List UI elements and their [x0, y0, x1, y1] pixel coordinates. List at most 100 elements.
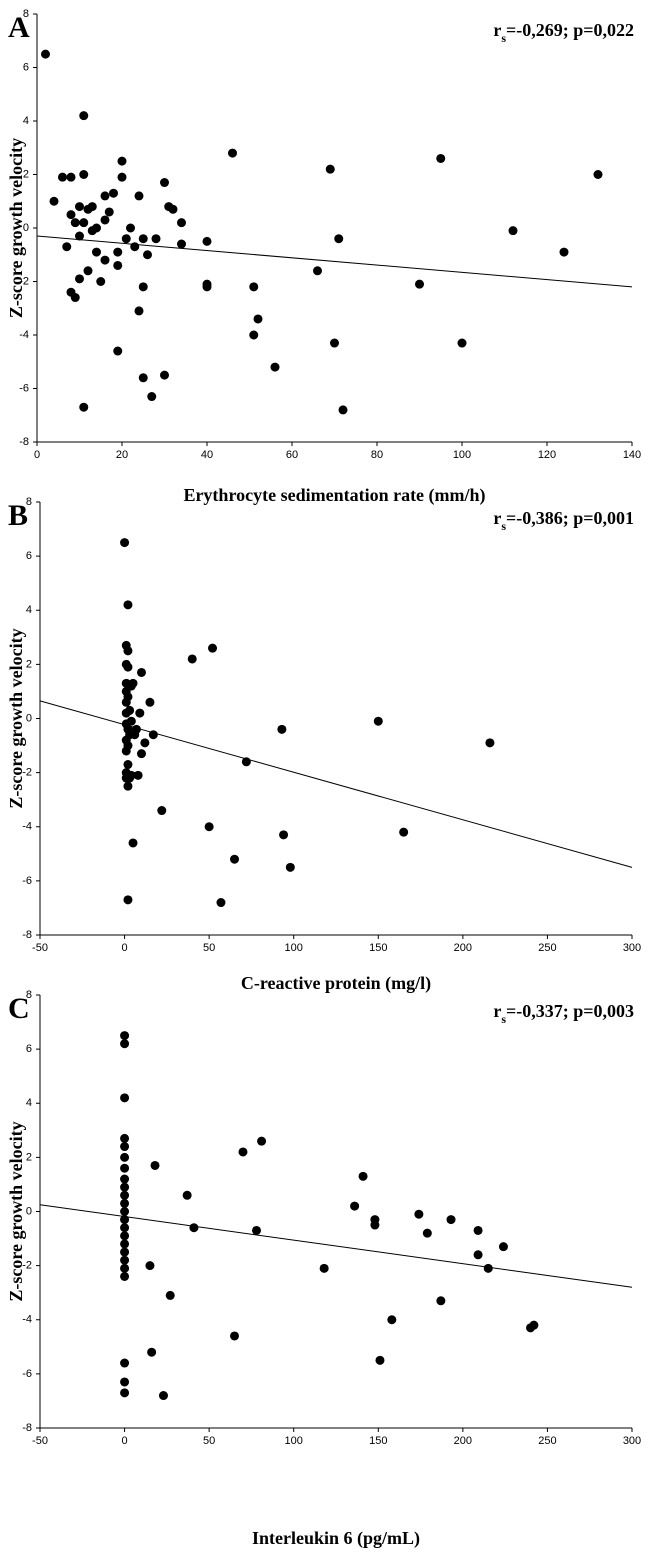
data-point: [100, 191, 110, 201]
data-point: [415, 279, 424, 289]
data-point: [216, 898, 226, 908]
data-point: [279, 830, 289, 840]
data-point: [120, 1223, 130, 1233]
annotation-sub: s: [501, 31, 506, 45]
data-point: [128, 678, 138, 688]
data-point: [123, 662, 133, 672]
data-point: [113, 346, 123, 356]
data-point: [128, 838, 138, 848]
panel-label: B: [8, 499, 28, 532]
data-point: [285, 862, 295, 872]
data-point: [113, 247, 123, 257]
y-tick-label: -8: [22, 1422, 32, 1434]
data-point: [120, 1190, 130, 1200]
x-tick-label: 150: [369, 1435, 387, 1447]
data-point: [177, 218, 186, 228]
data-point: [120, 1255, 130, 1265]
data-point: [473, 1225, 483, 1235]
y-tick-label: 0: [23, 222, 29, 234]
data-point: [187, 654, 197, 664]
data-point: [120, 1031, 130, 1041]
data-point: [120, 1207, 130, 1216]
data-point: [253, 314, 263, 324]
data-point: [593, 170, 603, 179]
data-point: [120, 1198, 130, 1208]
data-point: [373, 716, 383, 726]
data-point: [133, 770, 143, 780]
data-point: [157, 806, 167, 816]
data-point: [358, 1171, 368, 1181]
data-point: [145, 697, 155, 707]
data-point: [41, 49, 50, 59]
data-point: [70, 218, 80, 228]
x-tick-label: 100: [285, 942, 303, 954]
data-point: [446, 1215, 456, 1225]
x-tick-label: 20: [116, 449, 128, 461]
data-point: [120, 1163, 130, 1173]
data-point: [136, 667, 146, 677]
data-point: [126, 770, 136, 780]
y-tick-label: 2: [26, 1151, 32, 1163]
data-point: [126, 223, 135, 233]
data-point: [123, 741, 133, 751]
data-point: [457, 338, 467, 348]
data-point: [436, 153, 446, 163]
x-tick-label: 300: [623, 1435, 641, 1447]
data-point: [120, 1388, 130, 1398]
y-tick-label: -2: [22, 1260, 32, 1272]
data-point: [120, 1358, 130, 1368]
data-point: [241, 757, 251, 767]
data-point: [498, 1242, 508, 1252]
x-tick-label: 100: [285, 1435, 303, 1447]
y-tick-label: 6: [23, 61, 29, 73]
x-tick-label: 300: [623, 942, 641, 954]
y-tick-label: -8: [22, 929, 32, 941]
data-point: [147, 392, 157, 402]
data-point: [414, 1209, 424, 1219]
panel-label: A: [8, 11, 30, 44]
data-point: [92, 247, 101, 257]
annotation-stat: =-0,386; p=0,001: [506, 508, 634, 528]
data-point: [120, 1182, 130, 1192]
data-point: [126, 716, 136, 726]
data-point: [208, 643, 218, 653]
y-tick-label: -2: [19, 275, 29, 287]
data-point: [158, 1391, 168, 1401]
data-point: [123, 692, 133, 702]
data-point: [483, 1263, 493, 1273]
x-tick-label: 200: [454, 1435, 472, 1447]
data-point: [120, 1271, 130, 1281]
data-point: [202, 236, 212, 246]
y-tick-label: 2: [23, 168, 29, 180]
data-point: [100, 215, 110, 225]
data-point: [473, 1250, 483, 1260]
y-tick-label: -4: [22, 1314, 32, 1326]
y-axis-label: Z-score growth velocity: [6, 1121, 26, 1301]
data-point: [120, 1239, 130, 1249]
x-tick-label: 60: [286, 449, 298, 461]
data-point: [529, 1320, 539, 1330]
x-tick-label: 250: [538, 942, 556, 954]
annotation-r: r: [493, 1001, 501, 1021]
y-axis-label: Z-score growth velocity: [6, 628, 26, 808]
data-point: [113, 260, 123, 270]
data-point: [87, 202, 97, 212]
data-point: [182, 1190, 192, 1200]
panel-label: C: [8, 992, 30, 1025]
data-point: [75, 274, 84, 284]
x-tick-label: 80: [371, 449, 383, 461]
data-point: [138, 282, 148, 292]
annotation-r: r: [493, 20, 501, 40]
x-tick-label: 40: [201, 449, 213, 461]
data-point: [120, 1093, 130, 1103]
data-point: [121, 234, 131, 244]
data-point: [83, 266, 93, 276]
data-point: [370, 1220, 380, 1230]
annotation-sub: s: [501, 1012, 506, 1026]
data-point: [123, 895, 133, 905]
data-point: [334, 234, 344, 244]
annotation-sub: s: [501, 519, 506, 533]
data-point: [228, 148, 237, 158]
annotation-stat: =-0,269; p=0,022: [506, 20, 634, 40]
x-tick-label: -50: [32, 1435, 48, 1447]
